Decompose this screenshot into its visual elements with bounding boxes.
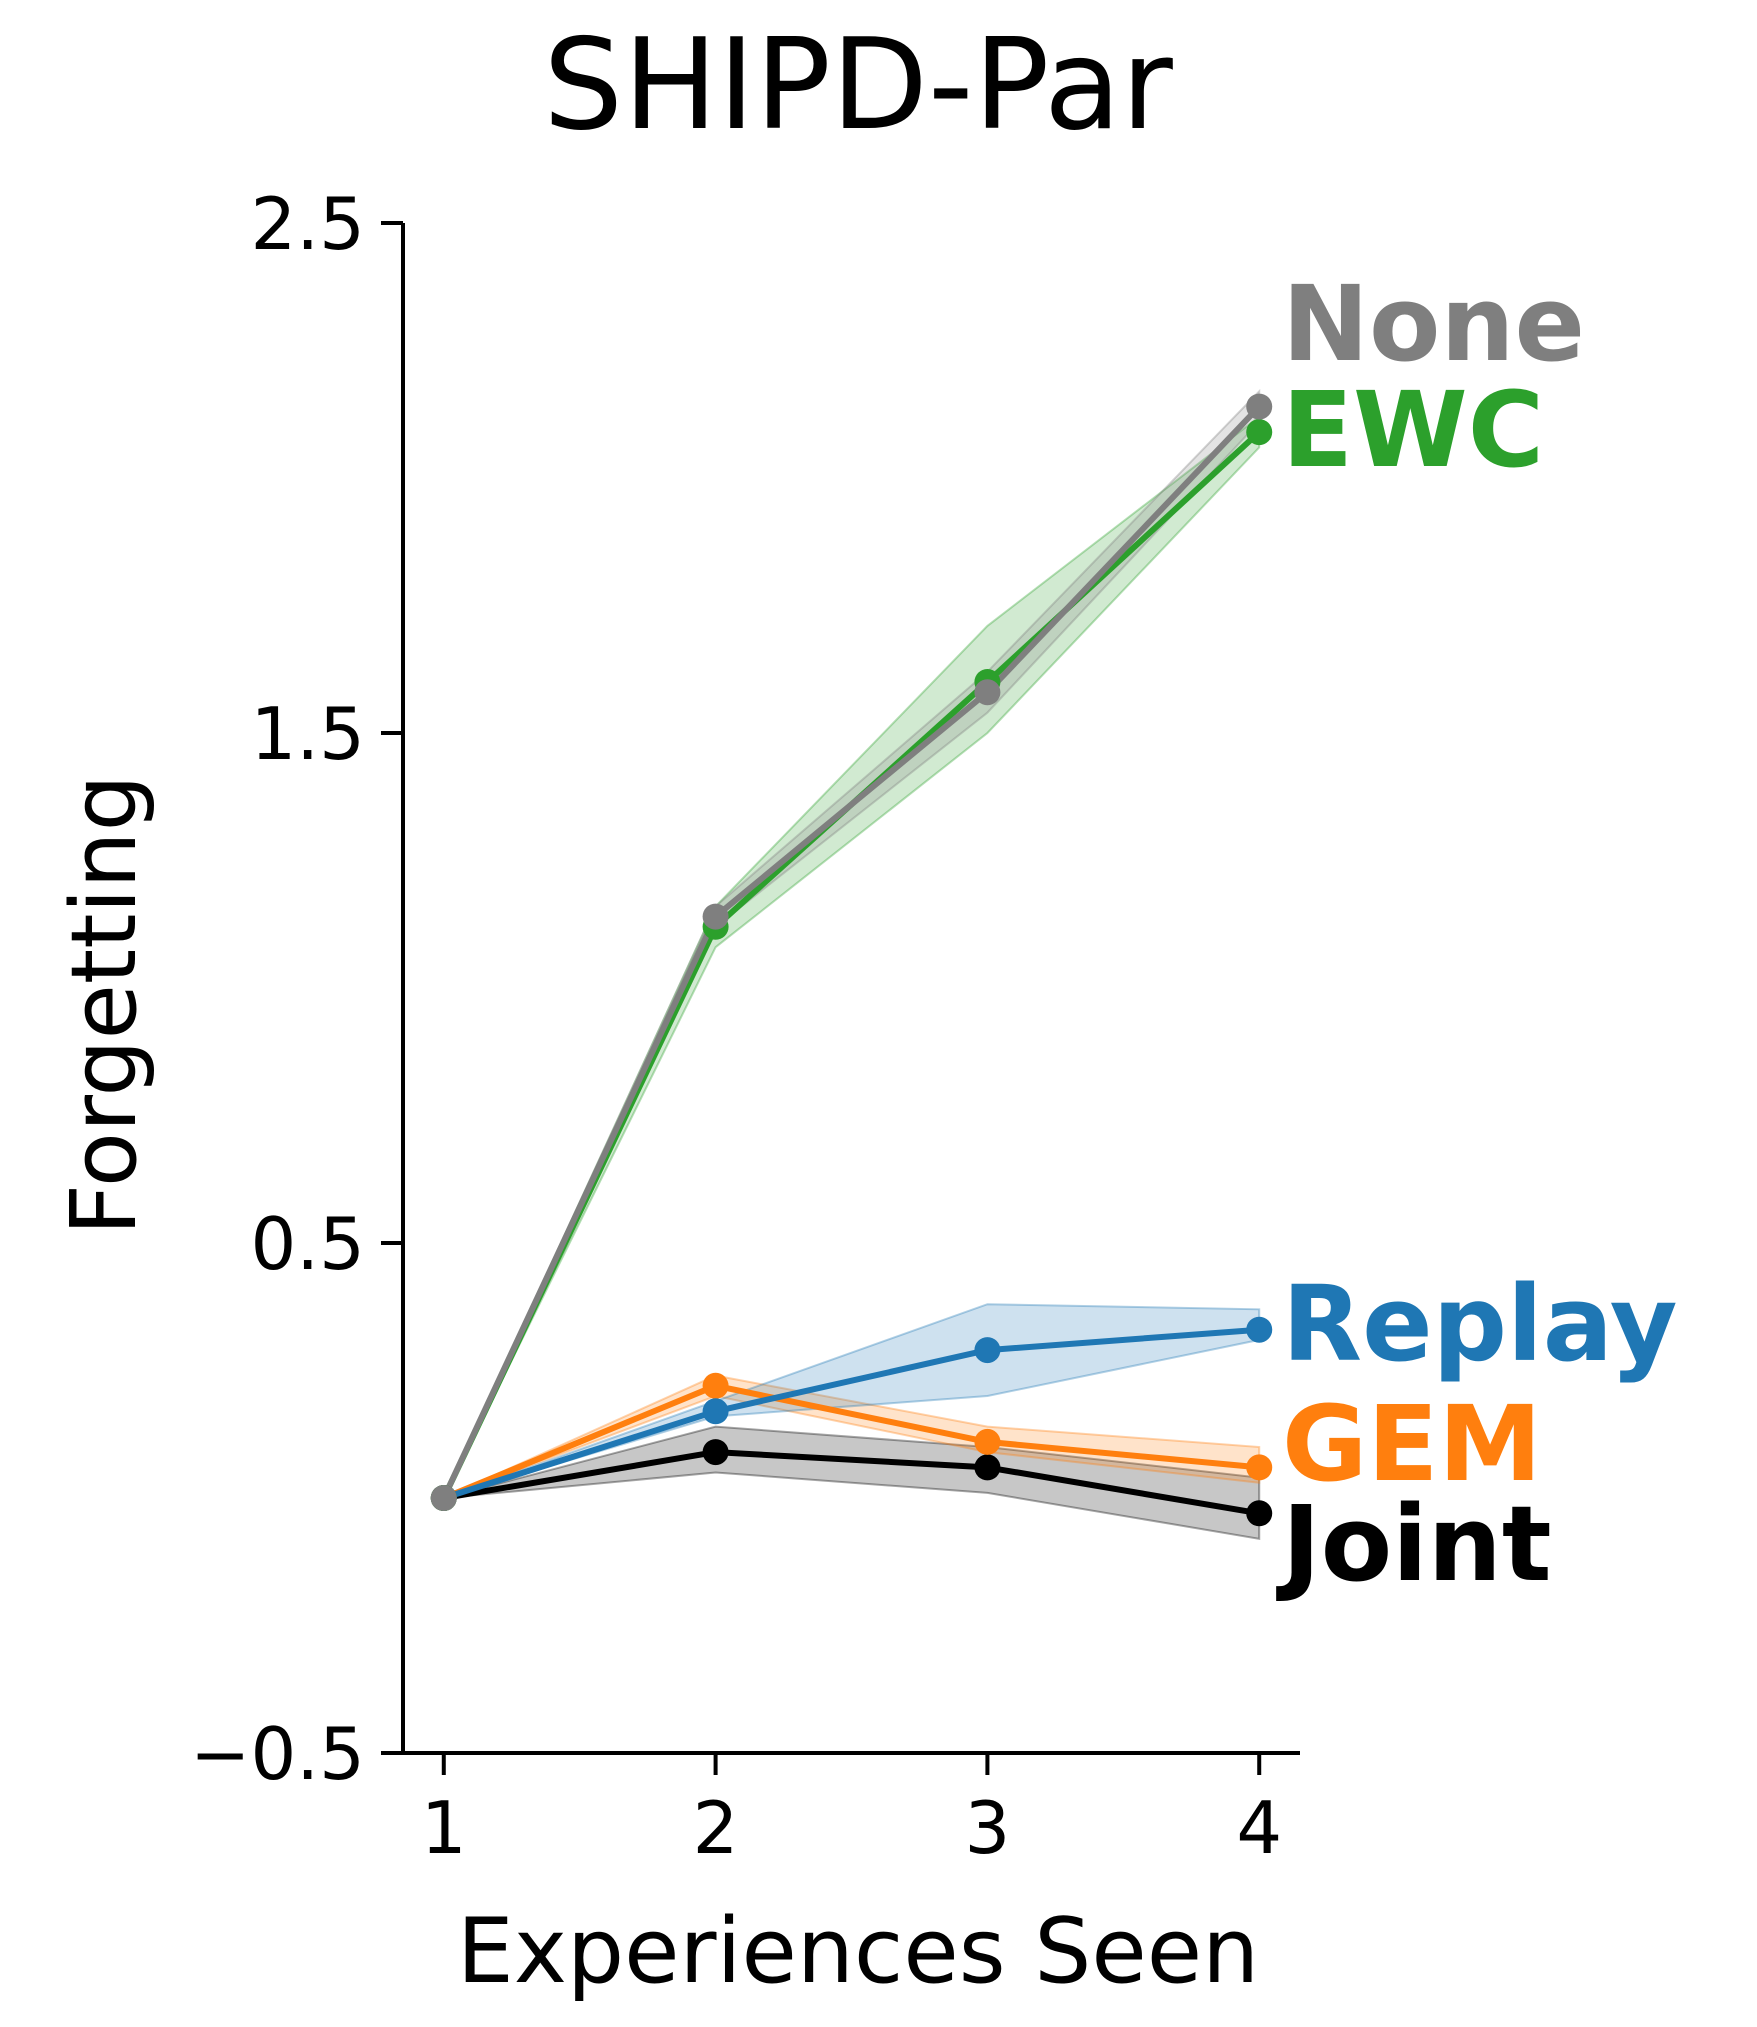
y-tick-label: −0.5	[190, 1712, 365, 1796]
point-gem-2	[702, 1372, 729, 1399]
point-gem-3	[974, 1428, 1001, 1455]
series-label-ewc: EWC	[1282, 369, 1544, 491]
ticks: 2.5 1.5 0.5 −0.5 1 2 3 4	[190, 182, 1282, 1870]
x-axis-label: Experiences Seen	[457, 1899, 1259, 2004]
point-none-3	[974, 679, 1001, 706]
series-label-none: None	[1282, 263, 1585, 385]
y-tick-label: 2.5	[250, 182, 365, 266]
series-line-joint	[443, 1449, 1260, 1517]
point-joint-4	[1246, 1500, 1273, 1527]
series-line-none	[441, 404, 1262, 1500]
point-joint-3	[974, 1454, 1001, 1481]
point-none-1	[430, 1485, 457, 1511]
series-label-replay: Replay	[1282, 1263, 1677, 1385]
point-replay-4	[1246, 1316, 1273, 1343]
x-tick-label: 3	[965, 1786, 1011, 1870]
x-tick-label: 4	[1236, 1786, 1282, 1870]
series-label-joint: Joint	[1276, 1483, 1552, 1605]
point-replay-2	[702, 1398, 729, 1425]
point-joint-2	[702, 1439, 729, 1466]
point-ewc-4	[1246, 419, 1273, 446]
series-label-gem: GEM	[1282, 1383, 1542, 1505]
axes	[401, 223, 1300, 1755]
chart-title: SHIPD-Par	[543, 11, 1173, 158]
point-gem-4	[1246, 1454, 1273, 1481]
y-tick-label: 1.5	[250, 692, 365, 776]
y-tick-label: 0.5	[250, 1202, 365, 1286]
x-tick-label: 1	[421, 1786, 467, 1870]
series-points	[430, 393, 1273, 1527]
series-lines	[441, 404, 1262, 1517]
confidence-bands	[442, 388, 1261, 1540]
point-none-2	[702, 903, 729, 930]
series-line-replay	[442, 1326, 1260, 1501]
series-line-gem	[442, 1382, 1260, 1501]
x-tick-label: 2	[693, 1786, 739, 1870]
point-replay-3	[974, 1337, 1001, 1364]
y-axis-label: Forgetting	[52, 774, 157, 1235]
point-none-4	[1246, 393, 1273, 420]
